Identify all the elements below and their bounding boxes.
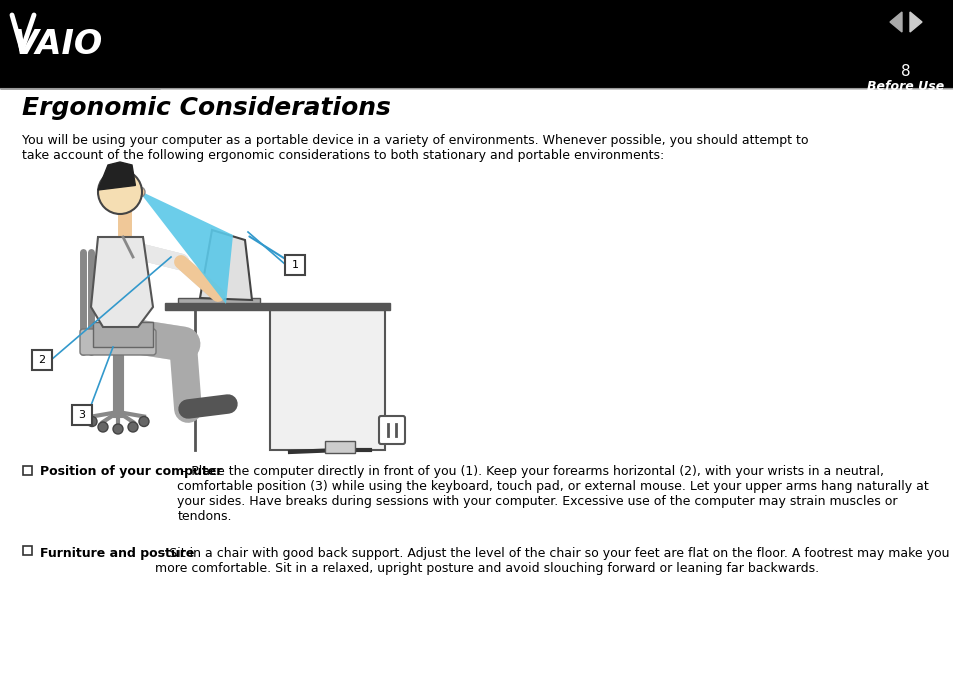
Circle shape: [135, 187, 145, 197]
Bar: [165, 303, 390, 310]
Bar: [325, 441, 355, 453]
Polygon shape: [889, 12, 901, 32]
Circle shape: [139, 417, 149, 427]
Circle shape: [128, 422, 138, 432]
Text: Ergonomic Considerations: Ergonomic Considerations: [22, 96, 391, 120]
FancyBboxPatch shape: [24, 545, 32, 555]
FancyBboxPatch shape: [80, 329, 156, 355]
Polygon shape: [91, 237, 152, 327]
Text: You will be using your computer as a portable device in a variety of environment: You will be using your computer as a por…: [22, 134, 807, 147]
Bar: [270, 310, 385, 450]
Bar: [178, 298, 260, 303]
Text: 8: 8: [901, 64, 910, 79]
Text: √AIO: √AIO: [14, 27, 111, 61]
Circle shape: [98, 170, 142, 214]
Circle shape: [98, 422, 108, 432]
Text: Furniture and posture: Furniture and posture: [40, 547, 194, 560]
Bar: [92, 322, 152, 347]
Text: – Sit in a chair with good back support. Adjust the level of the chair so your f: – Sit in a chair with good back support.…: [155, 547, 949, 575]
Polygon shape: [200, 230, 252, 300]
Circle shape: [87, 417, 97, 427]
Text: take account of the following ergonomic considerations to both stationary and po: take account of the following ergonomic …: [22, 149, 663, 162]
Circle shape: [112, 424, 123, 434]
FancyBboxPatch shape: [285, 255, 305, 275]
FancyBboxPatch shape: [378, 416, 405, 444]
FancyBboxPatch shape: [32, 350, 52, 370]
Polygon shape: [138, 190, 233, 304]
Text: – Place the computer directly in front of you (1). Keep your forearms horizontal: – Place the computer directly in front o…: [177, 465, 928, 523]
Text: Before Use: Before Use: [866, 80, 943, 93]
Text: 1: 1: [292, 260, 298, 270]
Bar: [0, 0, 160, 88]
FancyArrowPatch shape: [144, 253, 178, 262]
Text: 3: 3: [78, 410, 86, 420]
FancyBboxPatch shape: [24, 466, 32, 474]
Text: Position of your computer: Position of your computer: [40, 465, 222, 478]
Polygon shape: [909, 12, 921, 32]
Text: VAIO: VAIO: [12, 28, 102, 61]
Text: 2: 2: [38, 355, 46, 365]
FancyBboxPatch shape: [71, 405, 91, 425]
Polygon shape: [98, 162, 135, 190]
Bar: [0, 0, 953, 88]
